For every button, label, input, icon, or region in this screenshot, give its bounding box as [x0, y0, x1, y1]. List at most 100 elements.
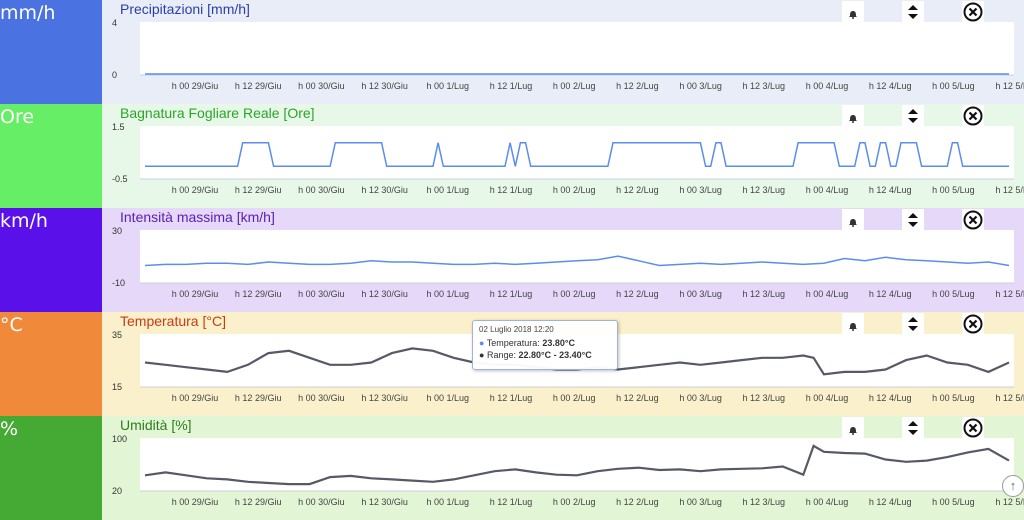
x-tick-label: h 00 3/Lug [679, 81, 722, 91]
chart-row-0: mm/h Precipitazioni [mm/h] 4 0 h 00 29/Giu h … [0, 0, 1024, 104]
x-tick-label: h 12 4/Lug [869, 289, 912, 299]
tooltip-temp-label: Temperatura: [486, 338, 540, 348]
x-tick-label: h 12 30/Giu [361, 289, 408, 299]
x-tick-label: h 12 5/Lug [995, 393, 1024, 403]
x-tick-label: h 00 2/Lug [553, 185, 596, 195]
sort-updown-icon [908, 213, 918, 227]
y-tick-label: -0.5 [112, 174, 128, 184]
x-tick-label: h 00 5/Lug [932, 393, 975, 403]
x-tick-label: h 00 4/Lug [806, 393, 849, 403]
sort-button[interactable] [902, 1, 924, 23]
y-tick-label: 15 [112, 382, 122, 392]
plot-area [140, 230, 1014, 283]
x-tick-label: h 12 2/Lug [616, 185, 659, 195]
series-line [144, 255, 1010, 267]
x-tick-label: h 12 4/Lug [869, 185, 912, 195]
y-tick-label: 100 [112, 434, 127, 444]
bell-button[interactable] [842, 1, 864, 23]
tooltip-date: 02 Luglio 2018 12:20 [479, 325, 554, 334]
x-tick-label: h 12 30/Giu [361, 497, 408, 507]
x-tick-label: h 00 30/Giu [298, 289, 345, 299]
sort-updown-icon [908, 317, 918, 331]
close-button[interactable] [962, 209, 984, 231]
bell-button[interactable] [842, 417, 864, 439]
plot-area [140, 438, 1014, 491]
unit-label: km/h [0, 210, 48, 232]
unit-sidebar: °C [0, 312, 102, 416]
x-tick-label: h 12 5/Lug [995, 497, 1024, 507]
x-tick-label: h 12 3/Lug [743, 497, 786, 507]
y-tick-label: 4 [112, 18, 117, 28]
close-circle-icon [963, 210, 983, 230]
chart-svg: 4 0 h 00 29/Giu h 12 29/Giu h 00 30/Giu h 12 … [112, 18, 1024, 91]
plot-area [140, 22, 1014, 75]
unit-sidebar: km/h [0, 208, 102, 312]
unit-label: % [0, 418, 19, 440]
sort-button[interactable] [902, 209, 924, 231]
close-button[interactable] [962, 105, 984, 127]
x-tick-label: h 00 3/Lug [679, 497, 722, 507]
x-tick-label: h 00 2/Lug [553, 497, 596, 507]
bell-icon [849, 11, 857, 19]
sort-button[interactable] [902, 417, 924, 439]
scroll-top-button[interactable]: ↑ [1002, 475, 1024, 497]
close-button[interactable] [962, 1, 984, 23]
y-tick-label: 0 [112, 70, 117, 80]
close-circle-icon [963, 418, 983, 438]
chart-tooltip: 02 Luglio 2018 12:20 ● Temperatura: 23.8… [472, 320, 618, 370]
x-tick-label: h 00 4/Lug [806, 289, 849, 299]
x-tick-label: h 12 5/Lug [995, 81, 1024, 91]
bell-button[interactable] [842, 209, 864, 231]
sort-updown-icon [908, 421, 918, 435]
x-tick-label: h 00 5/Lug [932, 497, 975, 507]
x-tick-label: h 12 29/Giu [235, 497, 282, 507]
x-tick-label: h 12 3/Lug [743, 393, 786, 403]
tooltip-temp-line: ● Temperatura: 23.80°C [479, 338, 575, 348]
unit-label: mm/h [0, 2, 56, 24]
bell-button[interactable] [842, 105, 864, 127]
sort-button[interactable] [902, 105, 924, 127]
x-tick-label: h 00 3/Lug [679, 393, 722, 403]
chart-panel: Bagnatura Fogliare Reale [Ore] 1.5 -0.5 h 0… [102, 104, 1024, 208]
x-tick-label: h 12 5/Lug [995, 185, 1024, 195]
x-tick-label: h 00 5/Lug [932, 81, 975, 91]
y-tick-label: -10 [112, 278, 125, 288]
x-tick-label: h 12 30/Giu [361, 185, 408, 195]
x-tick-label: h 00 4/Lug [806, 497, 849, 507]
chart-panel: Intensità massima [km/h] 30 -10 h 00 29/Giu… [102, 208, 1024, 312]
x-tick-label: h 00 3/Lug [679, 185, 722, 195]
y-tick-label: 1.5 [112, 122, 125, 132]
x-tick-label: h 00 1/Lug [427, 81, 470, 91]
chart-svg: 30 -10 h 00 29/Giu h 12 29/Giu h 00 30/Giu h … [112, 226, 1024, 299]
bell-button[interactable] [842, 313, 864, 335]
x-tick-label: h 12 4/Lug [869, 497, 912, 507]
x-tick-label: h 12 4/Lug [869, 393, 912, 403]
x-tick-label: h 00 29/Giu [172, 497, 219, 507]
chart-panel: Precipitazioni [mm/h] 4 0 h 00 29/Giu h 12 2… [102, 0, 1024, 104]
x-tick-label: h 00 29/Giu [172, 185, 219, 195]
x-tick-label: h 12 29/Giu [235, 393, 282, 403]
close-button[interactable] [962, 313, 984, 335]
x-tick-label: h 12 1/Lug [490, 393, 533, 403]
x-tick-label: h 12 4/Lug [869, 81, 912, 91]
x-tick-label: h 00 5/Lug [932, 289, 975, 299]
x-tick-label: h 12 29/Giu [235, 81, 282, 91]
chart-title: Intensità massima [km/h] [120, 209, 275, 225]
x-tick-label: h 12 30/Giu [361, 81, 408, 91]
unit-label: Ore [0, 106, 35, 128]
x-tick-label: h 00 1/Lug [427, 185, 470, 195]
unit-sidebar: mm/h [0, 0, 102, 104]
unit-sidebar: Ore [0, 104, 102, 208]
bell-icon [849, 115, 857, 123]
plot-area [140, 126, 1014, 179]
x-tick-label: h 00 29/Giu [172, 393, 219, 403]
x-tick-label: h 00 30/Giu [298, 393, 345, 403]
x-tick-label: h 12 2/Lug [616, 393, 659, 403]
chart-panel: Umidità [%] 100 20 h 00 29/Giu h 12 29/Giu h … [102, 416, 1024, 520]
tooltip-temp-value: 23.80°C [542, 338, 575, 348]
y-tick-label: 35 [112, 330, 122, 340]
x-tick-label: h 12 1/Lug [490, 81, 533, 91]
sort-button[interactable] [902, 313, 924, 335]
close-button[interactable] [962, 417, 984, 439]
chart-row-1: Ore Bagnatura Fogliare Reale [Ore] 1.5 -0.5… [0, 104, 1024, 208]
